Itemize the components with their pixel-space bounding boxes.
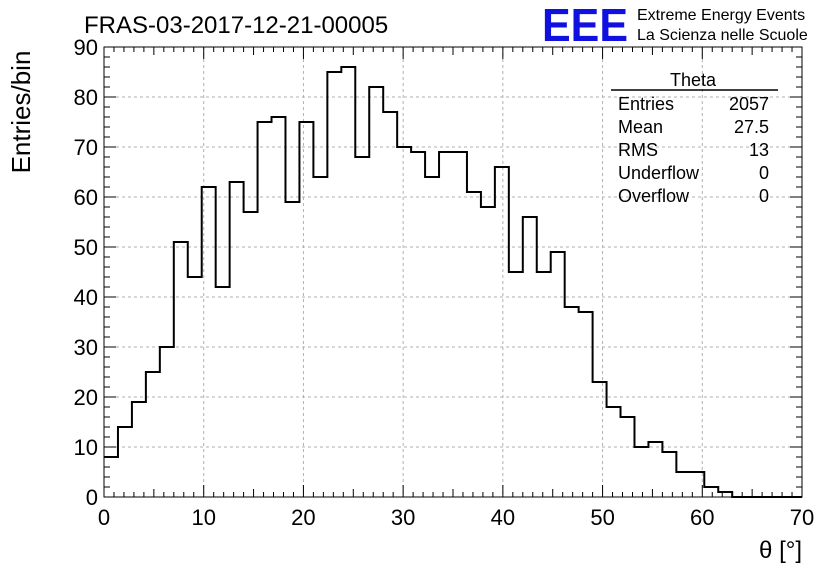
histogram-bin [579,312,593,497]
y-tick-label: 0 [86,485,98,510]
histogram-bin [425,177,439,497]
stats-row-label: Underflow [618,163,700,183]
histogram-bin [160,347,174,497]
histogram-bin [662,452,676,497]
stats-row-label: Mean [618,117,663,137]
y-tick-label: 80 [74,85,98,110]
histogram-bin [411,152,425,497]
histogram-bin [244,212,258,497]
histogram-bin [634,447,648,497]
histogram-bin [495,167,509,497]
y-tick-label: 70 [74,135,98,160]
x-tick-label: 10 [191,505,215,530]
histogram-bin [676,472,690,497]
histogram-bin [537,272,551,497]
histogram-bin [704,487,718,497]
y-tick-label: 90 [74,35,98,60]
eee-logo-mark: EEE [542,0,628,51]
eee-logo: EEE Extreme Energy Events La Scienza nel… [542,0,808,51]
histogram-bin [439,152,453,497]
y-tick-label: 40 [74,285,98,310]
eee-logo-line1: Extreme Energy Events [637,7,805,24]
histogram-bin [174,242,188,497]
histogram-bin [146,372,160,497]
x-tick-labels: 0 10 20 30 40 50 60 70 [98,505,814,530]
histogram-bin [621,417,635,497]
y-tick-labels: 0 10 20 30 40 50 60 70 80 90 [74,35,98,510]
histogram-bin [467,192,481,497]
histogram-bin [341,67,355,497]
axis-ticks [103,46,803,498]
histogram-bin [383,112,397,497]
histogram-bin [397,147,411,497]
histogram-bin [607,407,621,497]
y-tick-label: 50 [74,235,98,260]
histogram-bin [118,427,132,497]
histogram-bin [481,207,495,497]
y-tick-label: 60 [74,185,98,210]
histogram-bin [327,72,341,497]
stats-row-value: 2057 [729,94,769,114]
histogram-bin [593,382,607,497]
y-tick-label: 20 [74,385,98,410]
histogram-bin [369,87,383,497]
stats-row-label: Entries [618,94,674,114]
histogram-bin [551,252,565,497]
y-axis-label: Entries/bin [6,51,36,174]
histogram-bin [453,152,467,497]
eee-logo-line2: La Scienza nelle Scuole [637,27,808,44]
histogram-bin [285,202,299,497]
stats-row-value: 0 [759,163,769,183]
stats-box: Theta Entries 2057 Mean 27.5 RMS 13 Underflow 0… [611,70,778,206]
histogram-bin [509,272,523,497]
x-tick-label: 30 [391,505,415,530]
histogram-bin [565,307,579,497]
histogram-bin [230,182,244,497]
y-tick-label: 30 [74,335,98,360]
x-tick-label: 60 [690,505,714,530]
histogram-outline [104,66,802,498]
run-title: FRAS-03-2017-12-21-00005 [84,12,388,39]
histogram-bin [299,122,313,497]
histogram-bin [188,277,202,497]
stats-rows: Entries 2057 Mean 27.5 RMS 13 Underflow 0 Overfl… [618,94,769,206]
stats-row-value: 27.5 [734,117,769,137]
x-tick-label: 0 [98,505,110,530]
histogram-bin [648,442,662,497]
histogram-bin [132,402,146,497]
x-tick-label: 40 [491,505,515,530]
histogram-bin [216,287,230,497]
grid [103,46,803,498]
x-tick-label: 70 [790,505,814,530]
y-tick-label: 10 [74,435,98,460]
histogram-bin [258,122,272,497]
stats-row-label: RMS [618,140,658,160]
x-axis-label: θ [°] [759,537,802,564]
stats-row-label: Overflow [618,186,690,206]
stats-row-value: 13 [749,140,769,160]
histogram-bin [355,157,369,497]
stats-title: Theta [670,70,717,90]
x-tick-label: 20 [291,505,315,530]
histogram-bin [272,117,286,497]
x-tick-label: 50 [590,505,614,530]
histogram-bin [313,177,327,497]
stats-row-value: 0 [759,186,769,206]
histogram-bin [523,217,537,497]
histogram-bin [202,187,216,497]
